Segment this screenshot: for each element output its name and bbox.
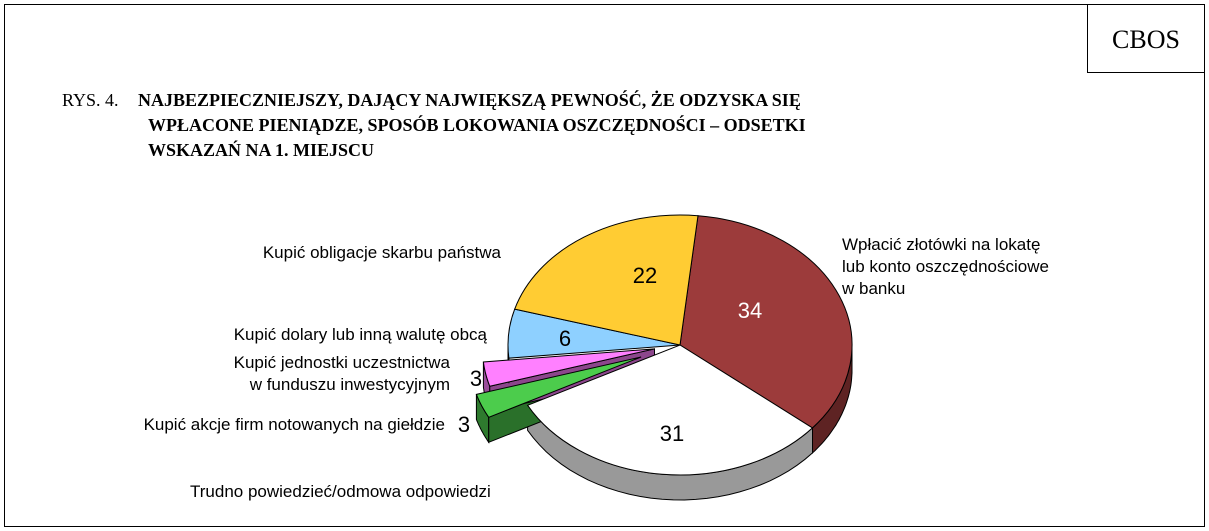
value-label: 3 [470,366,482,391]
chart-title: NAJBEZPIECZNIEJSZY, DAJĄCY NAJWIĘKSZĄ PE… [138,89,806,160]
slice [482,348,655,387]
slice [513,214,699,346]
badge-box [1087,4,1205,73]
badge: CBOS [1112,25,1180,54]
category-label: Wpłacić złotówki na lokatę lub konto oszc… [841,235,1049,298]
category-label: Kupić jednostki uczestnictwa w funduszu i… [234,353,451,394]
slice [526,344,814,476]
value-label: 22 [633,263,657,288]
frame [4,4,1205,527]
category-label: Kupić akcje firm notowanych na giełdzie [144,415,445,434]
slice [475,356,642,418]
category-label: Kupić obligacje skarbu państwa [263,243,502,262]
title-prefix: RYS. 4. [62,90,119,110]
pie-tops [475,214,853,476]
value-label: 6 [559,326,571,351]
category-label: Trudno powiedzieć/odmowa odpowiedzi [190,482,491,501]
value-label: 31 [660,421,684,446]
value-label: 34 [738,298,762,323]
category-label: Kupić dolary lub inną walutę obcą [234,325,488,344]
slice [679,215,853,429]
value-label: 3 [458,412,470,437]
